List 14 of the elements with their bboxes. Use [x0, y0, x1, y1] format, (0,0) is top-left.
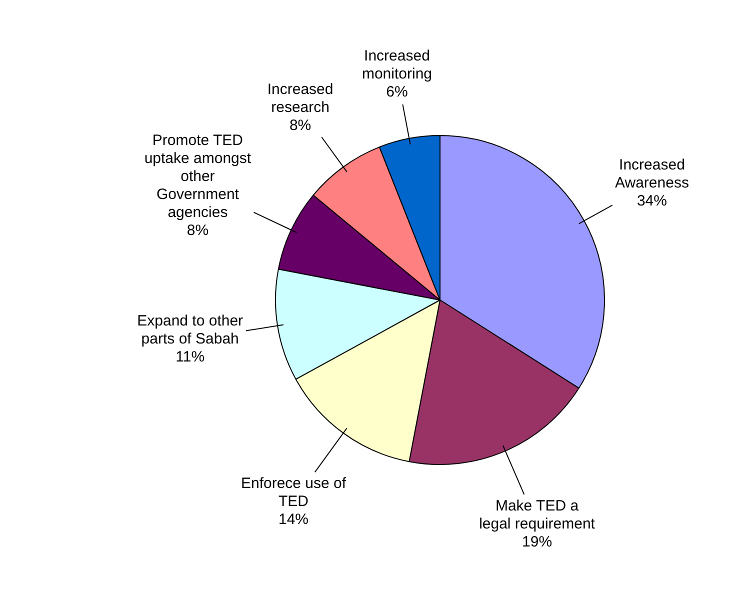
data-label: 11% [176, 348, 205, 366]
slice-label: Enforece use of TED [240, 474, 347, 510]
data-label: 6% [386, 84, 408, 101]
slice-label: Make TED a legal requirement [479, 497, 596, 532]
slice-label: Increased research [267, 80, 334, 116]
slice-label: Expand to other parts of Sabah [137, 312, 244, 348]
data-label: 8% [289, 116, 312, 134]
data-label: 19% [522, 533, 552, 550]
slice-label: Promote TED uptake amongst other Government agencies [144, 132, 252, 222]
slice-label: Increased Awareness [615, 156, 689, 192]
data-label: 8% [186, 222, 209, 240]
slice-label: Increased monitoring [362, 48, 432, 83]
data-label: 14% [278, 510, 309, 528]
data-label: 34% [636, 192, 667, 210]
